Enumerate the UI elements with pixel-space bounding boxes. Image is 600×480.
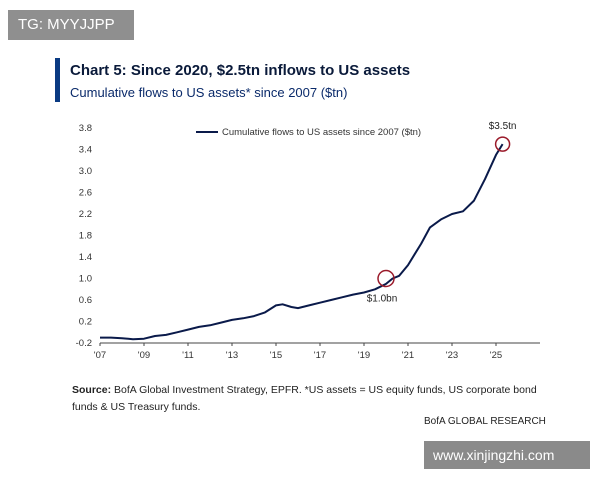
y-tick-label: -0.2 — [76, 338, 92, 349]
title-accent-bar — [55, 58, 60, 102]
x-tick-label: '17 — [314, 350, 326, 361]
y-tick-label: 3.0 — [79, 166, 92, 177]
x-tick-label: '11 — [182, 350, 194, 361]
y-tick-label: 1.0 — [79, 274, 92, 285]
x-tick-label: '19 — [358, 350, 370, 361]
watermark-bottom-right: www.xinjingzhi.com — [424, 441, 590, 469]
legend-label: Cumulative flows to US assets since 2007… — [222, 127, 421, 138]
y-axis: -0.2 0.2 0.6 1.0 1.4 1.8 2.2 2.6 3.0 3.4 3.8 — [76, 123, 92, 349]
brand-footer: BofA GLOBAL RESEARCH — [424, 416, 546, 427]
annotations: $1.0bn $3.5tn — [367, 121, 517, 304]
watermark-top-left: TG: MYYJJPP — [8, 10, 134, 40]
x-tick-label: '25 — [490, 350, 502, 361]
y-tick-label: 0.2 — [79, 317, 92, 328]
series-group — [100, 143, 504, 341]
y-tick-label: 0.6 — [79, 295, 92, 306]
y-tick-label: 2.6 — [79, 188, 92, 199]
annotation-label: $1.0bn — [367, 294, 398, 305]
x-tick-label: '21 — [402, 350, 414, 361]
x-tick-label: '07 — [94, 350, 106, 361]
y-tick-label: 3.8 — [79, 123, 92, 134]
annotation-circle — [377, 269, 395, 288]
x-tick-label: '15 — [270, 350, 282, 361]
chart-subtitle: Cumulative flows to US assets* since 200… — [70, 85, 348, 100]
source-label: Source: — [72, 384, 112, 396]
source-note: Source: BofA Global Investment Strategy,… — [72, 382, 542, 416]
y-tick-label: 2.2 — [79, 209, 92, 220]
series-line — [100, 143, 504, 341]
y-tick-label: 3.4 — [79, 145, 92, 156]
source-text: BofA Global Investment Strategy, EPFR. *… — [72, 384, 537, 413]
x-tick-label: '23 — [446, 350, 458, 361]
y-tick-label: 1.8 — [79, 231, 92, 242]
x-tick-label: '09 — [138, 350, 150, 361]
y-tick-label: 1.4 — [79, 252, 92, 263]
x-axis: '07 '09 '11 '13 '15 '17 '19 '21 '23 '25 — [94, 342, 540, 361]
annotation-label: $3.5tn — [489, 121, 517, 132]
x-tick-label: '13 — [226, 350, 238, 361]
annotation-circle — [494, 136, 511, 152]
legend: Cumulative flows to US assets since 2007… — [196, 127, 421, 138]
chart-title: Chart 5: Since 2020, $2.5tn inflows to U… — [70, 62, 411, 79]
chart-svg: -0.20.20.61.01.41.82.22.63.03.43.8 '07'0… — [76, 121, 540, 361]
